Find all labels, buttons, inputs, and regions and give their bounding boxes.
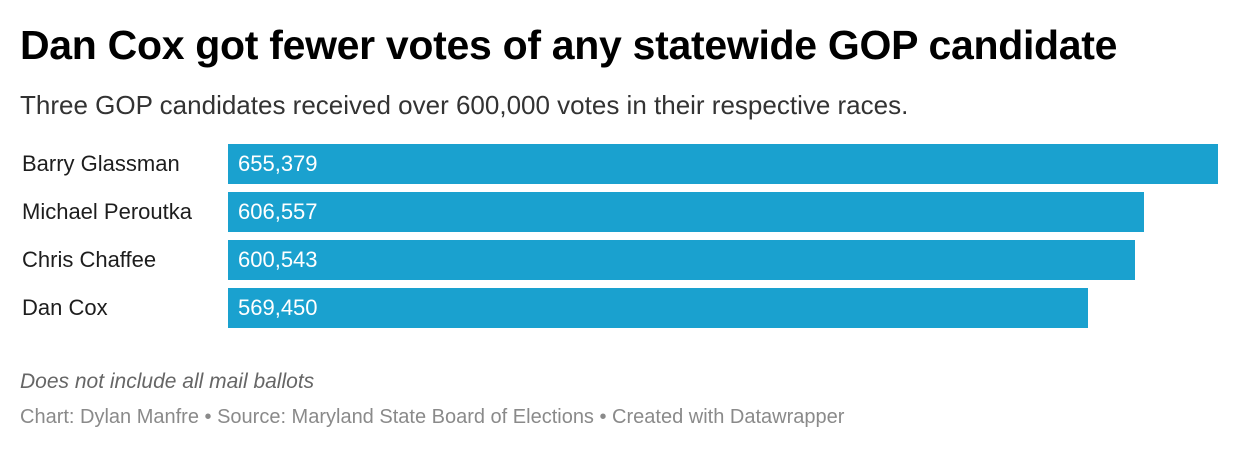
bar-row: Dan Cox 569,450 — [20, 288, 1220, 328]
bar — [228, 144, 1218, 184]
bar-value-label: 600,543 — [238, 247, 318, 272]
bar-row: Michael Peroutka 606,557 — [20, 192, 1220, 232]
category-label: Chris Chaffee — [22, 247, 157, 272]
bar-row: Barry Glassman 655,379 — [20, 144, 1220, 184]
bar — [228, 192, 1144, 232]
bar-value-label: 655,379 — [238, 151, 318, 176]
category-label: Dan Cox — [22, 295, 108, 320]
chart-note: Does not include all mail ballots — [20, 370, 315, 393]
bar-value-label: 606,557 — [238, 199, 318, 224]
bar — [228, 288, 1088, 328]
chart-credit: Chart: Dylan Manfre • Source: Maryland S… — [20, 406, 845, 428]
bar-row: Chris Chaffee 600,543 — [20, 240, 1220, 280]
category-label: Barry Glassman — [22, 151, 180, 176]
bar — [228, 240, 1135, 280]
chart-subtitle: Three GOP candidates received over 600,0… — [20, 90, 909, 120]
chart-title: Dan Cox got fewer votes of any statewide… — [20, 22, 1118, 68]
bar-chart: Barry Glassman 655,379 Michael Peroutka 606… — [20, 144, 1220, 334]
category-label: Michael Peroutka — [22, 199, 192, 224]
bar-value-label: 569,450 — [238, 295, 318, 320]
